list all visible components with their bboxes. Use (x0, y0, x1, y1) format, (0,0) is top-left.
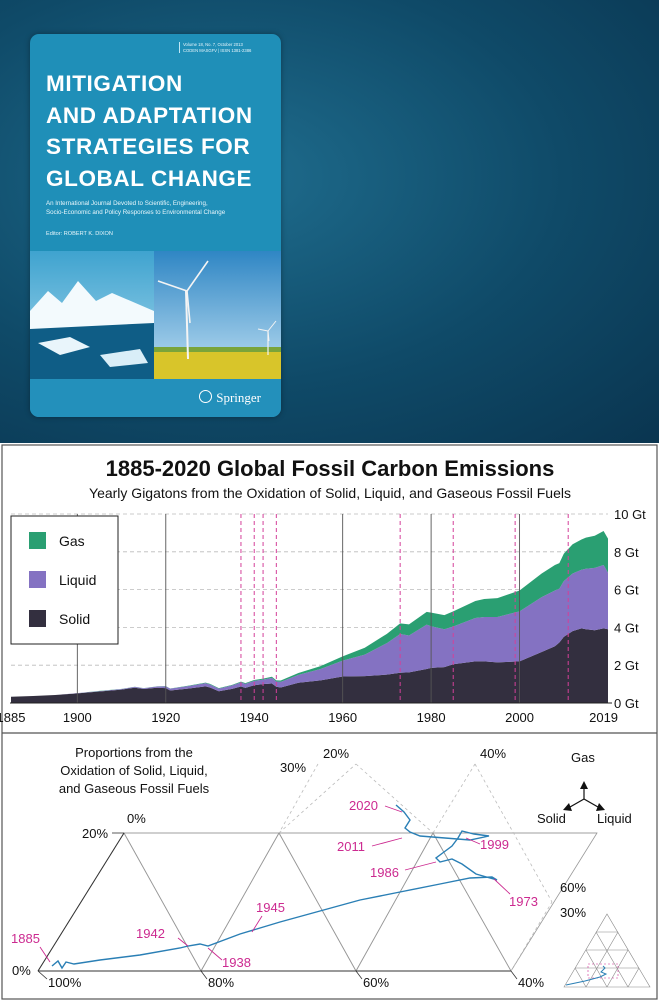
tick-solid-40: 40% (518, 975, 544, 990)
year-label-1973: 1973 (509, 894, 538, 909)
legend-box (10, 515, 119, 645)
cover-title-line: STRATEGIES FOR (46, 134, 251, 159)
legend-swatch-solid (29, 610, 46, 627)
y-tick-8: 8 Gt (614, 545, 639, 560)
year-label-1999: 1999 (480, 837, 509, 852)
wind-turbine-photo (154, 251, 281, 379)
tick-liquid-40: 40% (480, 746, 506, 761)
area-x-tick-labels: 1885 1900 1920 1940 1960 1980 2000 2019 (0, 710, 618, 725)
year-label-1945: 1945 (256, 900, 285, 915)
tick-gas-20: 20% (323, 746, 349, 761)
ternary-title-line2: Oxidation of Solid, Liquid, (60, 763, 207, 778)
legend-label-liquid: Liquid (59, 572, 96, 588)
publisher-name: Springer (216, 390, 261, 405)
journal-cover: Volume 18, No. 7, October 2013 CODEN MAS… (30, 34, 281, 417)
year-label-1938: 1938 (222, 955, 251, 970)
cover-issn-line: CODEN MASGFV | ISSN 1381-2386 (183, 47, 252, 53)
y-tick-2: 2 Gt (614, 658, 639, 673)
axis-key-liquid: Liquid (597, 811, 632, 826)
y-tick-10: 10 Gt (614, 507, 646, 522)
legend-swatch-gas (29, 532, 46, 549)
y-tick-4: 4 Gt (614, 620, 639, 635)
publisher-logo: Springer (199, 390, 261, 406)
area-series (11, 531, 608, 703)
area-legend: Gas Liquid Solid (10, 515, 119, 645)
legend-label-gas: Gas (59, 533, 85, 549)
cover-title-line: AND ADAPTATION (46, 102, 253, 128)
tick-liquid-60: 60% (560, 880, 586, 895)
area-series-solid (11, 628, 608, 703)
area-y-tick-labels: 0 Gt 2 Gt 4 Gt 6 Gt 8 Gt 10 Gt (614, 507, 646, 711)
cover-photos (30, 251, 281, 379)
ternary-axis-key: Gas Solid Liquid (537, 750, 632, 826)
y-tick-6: 6 Gt (614, 583, 639, 598)
area-chart-title: 1885-2020 Global Fossil Carbon Emissions (106, 456, 555, 481)
cover-issue-line: Volume 18, No. 7, October 2013 (183, 42, 243, 47)
tick-solid-100: 100% (48, 975, 82, 990)
area-chart-subtitle: Yearly Gigatons from the Oxidation of So… (89, 485, 571, 501)
cover-issue-info: Volume 18, No. 7, October 2013 CODEN MAS… (179, 42, 275, 54)
tick-solid-60: 60% (363, 975, 389, 990)
cover-subtitle: An International Journal Devoted to Scie… (46, 199, 278, 217)
cover-title-line: GLOBAL CHANGE (46, 165, 253, 191)
cover-subtitle-line: Socio-Economic and Policy Responses to E… (46, 209, 226, 216)
x-tick-1900: 1900 (63, 710, 92, 725)
ternary-axis-labels: 0% 20% 0% 20% 30% 40% 60% 30% 100% 80% 6… (12, 746, 586, 990)
cover-subtitle-line: An International Journal Devoted to Scie… (46, 200, 208, 207)
year-label-2011: 2011 (337, 839, 365, 854)
event-marker-lines (240, 514, 569, 703)
x-tick-2019: 2019 (589, 710, 618, 725)
x-tick-1980: 1980 (417, 710, 446, 725)
year-label-1986: 1986 (370, 865, 399, 880)
gas-arrow-icon (580, 781, 588, 789)
x-tick-1885: 1885 (0, 710, 25, 725)
cover-title-line: MITIGATION (46, 71, 183, 96)
year-label-2020: 2020 (349, 798, 378, 813)
legend-label-solid: Solid (59, 611, 90, 627)
ternary-year-labels: 1885 1938 1942 1945 1973 1986 1999 2011 … (11, 798, 538, 970)
x-tick-2000: 2000 (505, 710, 534, 725)
area-series-gas (11, 531, 608, 697)
chart-panel: 1885-2020 Global Fossil Carbon Emissions… (0, 444, 658, 1000)
springer-horse-icon (199, 390, 213, 403)
cover-title: MITIGATION AND ADAPTATION STRATEGIES FOR… (46, 68, 276, 194)
tick-solid-80: 80% (208, 975, 234, 990)
axis-key-gas: Gas (571, 750, 595, 765)
ternary-grid (37, 763, 598, 972)
year-label-1885: 1885 (11, 931, 40, 946)
journal-cover-banner: Volume 18, No. 7, October 2013 CODEN MAS… (0, 0, 659, 443)
ternary-path (51, 804, 498, 970)
legend-swatch-liquid (29, 571, 46, 588)
tick-liquid-20: 20% (82, 826, 108, 841)
year-label-arrows (39, 805, 511, 963)
tick-gas-0: 0% (127, 811, 146, 826)
y-tick-0: 0 Gt (614, 696, 639, 711)
area-series-liquid (11, 565, 608, 697)
x-tick-1940: 1940 (240, 710, 269, 725)
x-tick-1920: 1920 (151, 710, 180, 725)
ternary-title-line1: Proportions from the (75, 745, 193, 760)
tick-liquid-0: 0% (12, 963, 31, 978)
ternary-inset (563, 913, 651, 988)
year-label-1942: 1942 (136, 926, 165, 941)
solid-arrow-icon (563, 803, 572, 811)
cover-footer: Springer (30, 379, 281, 417)
ternary-title-line3: and Gaseous Fossil Fuels (59, 781, 210, 796)
tick-gas-30: 30% (280, 760, 306, 775)
cover-editor: Editor: ROBERT K. DIXON (46, 231, 113, 237)
axis-key-solid: Solid (537, 811, 566, 826)
tick-solid-30: 30% (560, 905, 586, 920)
glacier-photo (30, 251, 154, 379)
x-tick-1960: 1960 (328, 710, 357, 725)
liquid-arrow-icon (596, 803, 605, 811)
